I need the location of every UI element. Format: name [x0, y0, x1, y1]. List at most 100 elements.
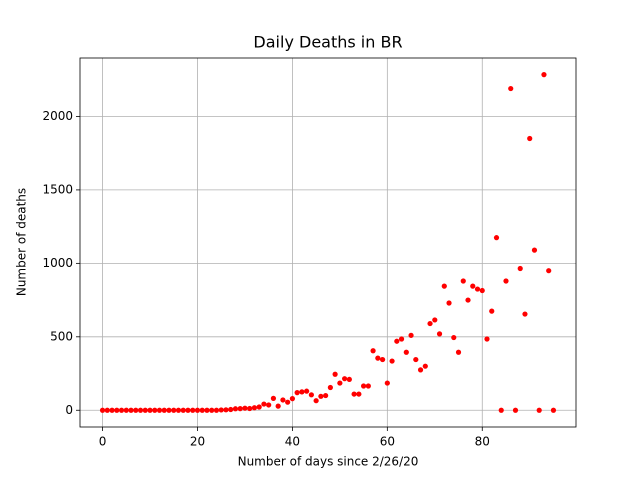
point	[379, 356, 386, 363]
point	[365, 383, 371, 389]
point	[128, 407, 134, 413]
point	[318, 393, 324, 399]
point	[123, 407, 129, 413]
point	[209, 407, 215, 413]
point	[114, 407, 120, 413]
point	[427, 320, 433, 327]
point	[332, 371, 338, 377]
point	[531, 247, 538, 253]
point	[294, 390, 300, 396]
x-tick-label: 60	[380, 435, 395, 449]
point	[137, 407, 144, 413]
point	[413, 356, 419, 363]
point	[289, 396, 296, 402]
point	[285, 399, 291, 405]
point	[299, 389, 305, 395]
point	[546, 268, 552, 274]
point	[465, 297, 471, 303]
point	[356, 391, 362, 397]
point	[474, 286, 481, 292]
point	[280, 397, 286, 403]
point	[351, 391, 357, 397]
point	[451, 334, 457, 341]
point	[460, 278, 466, 284]
y-tick-label: 0	[65, 403, 73, 417]
point	[199, 407, 205, 413]
point	[512, 407, 519, 413]
point	[479, 287, 485, 294]
point	[180, 407, 186, 413]
point	[541, 71, 547, 78]
point	[232, 406, 239, 412]
point	[522, 311, 528, 317]
point	[147, 407, 153, 413]
point	[194, 407, 201, 413]
point	[185, 407, 191, 413]
point	[304, 388, 310, 394]
chart-title: Daily Deaths in BR	[253, 33, 402, 52]
point	[133, 407, 139, 413]
x-tick-label: 0	[99, 435, 107, 449]
point	[470, 283, 476, 289]
point	[346, 376, 352, 383]
point	[218, 407, 224, 413]
point	[313, 398, 319, 404]
x-tick-label: 80	[475, 435, 490, 449]
point	[455, 349, 462, 355]
point	[327, 384, 333, 391]
point	[370, 348, 376, 354]
point	[422, 363, 428, 369]
point	[109, 407, 115, 413]
point	[493, 235, 500, 241]
point	[408, 332, 414, 338]
point	[550, 407, 557, 413]
point	[247, 405, 253, 412]
point	[446, 300, 452, 306]
point	[256, 404, 262, 410]
point	[527, 135, 533, 142]
point	[99, 407, 106, 413]
point	[398, 336, 405, 342]
point	[384, 380, 390, 386]
point	[156, 407, 163, 413]
y-tick-label: 2000	[42, 109, 73, 123]
plot-area: 0 20 40 60 80 0 500 1000 1500 2000	[42, 58, 576, 449]
point	[323, 392, 329, 399]
point	[161, 407, 167, 413]
point	[190, 407, 196, 413]
point	[432, 317, 438, 323]
point	[489, 308, 495, 314]
point	[270, 395, 277, 401]
point	[213, 407, 220, 413]
point	[484, 336, 490, 342]
point	[441, 283, 447, 289]
point	[503, 278, 509, 284]
point	[242, 405, 248, 411]
point	[360, 383, 367, 389]
point	[261, 401, 267, 407]
point	[308, 392, 314, 398]
point	[375, 355, 381, 361]
point	[204, 407, 210, 413]
point	[498, 407, 504, 413]
point	[275, 403, 281, 409]
point	[508, 85, 514, 92]
point	[142, 407, 148, 413]
point	[436, 331, 443, 337]
y-tick-label: 500	[50, 329, 73, 343]
axes-frame	[79, 57, 577, 428]
point	[228, 406, 234, 413]
point	[342, 376, 348, 382]
y-axis-label: Number of deaths	[15, 188, 29, 296]
point	[403, 349, 409, 355]
point	[104, 407, 110, 413]
point	[417, 367, 424, 373]
point	[223, 407, 229, 413]
point	[394, 338, 400, 344]
point	[337, 380, 343, 386]
y-tick-label: 1000	[42, 256, 73, 270]
point	[251, 405, 258, 411]
point	[118, 407, 125, 413]
x-tick-label: 20	[190, 435, 205, 449]
